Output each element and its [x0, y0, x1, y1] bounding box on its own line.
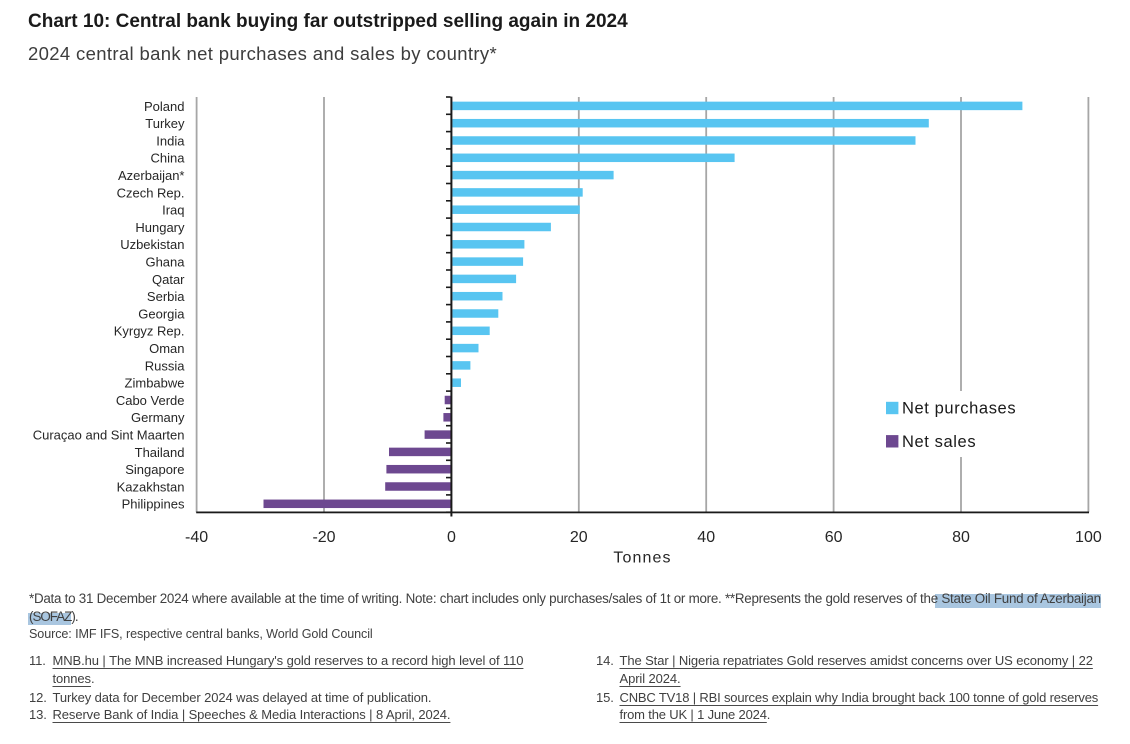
svg-text:Georgia: Georgia [138, 306, 185, 321]
svg-text:80: 80 [952, 529, 970, 546]
svg-text:Ghana: Ghana [145, 255, 185, 270]
svg-text:20: 20 [570, 529, 588, 546]
svg-text:Poland: Poland [144, 99, 184, 114]
svg-text:Russia: Russia [145, 358, 186, 373]
svg-text:Kazakhstan: Kazakhstan [117, 479, 185, 494]
svg-text:Net purchases: Net purchases [902, 400, 1016, 418]
svg-text:-20: -20 [312, 529, 335, 546]
svg-text:100: 100 [1075, 529, 1102, 546]
svg-text:India: India [156, 133, 185, 148]
svg-text:Singapore: Singapore [125, 462, 184, 477]
svg-text:Cabo Verde: Cabo Verde [116, 393, 185, 408]
svg-text:Serbia: Serbia [147, 289, 185, 304]
svg-text:Zimbabwe: Zimbabwe [125, 376, 185, 391]
svg-text:China: China [151, 151, 186, 166]
svg-text:Net sales: Net sales [902, 433, 976, 451]
svg-text:40: 40 [697, 529, 715, 546]
svg-text:Czech Rep.: Czech Rep. [117, 185, 185, 200]
svg-text:60: 60 [825, 529, 843, 546]
svg-text:Oman: Oman [149, 341, 184, 356]
svg-text:Hungary: Hungary [135, 220, 185, 235]
svg-text:-40: -40 [185, 529, 208, 546]
svg-text:Germany: Germany [131, 410, 185, 425]
svg-text:Curaçao and Sint Maarten: Curaçao and Sint Maarten [33, 428, 185, 443]
svg-text:Tonnes: Tonnes [613, 549, 671, 566]
svg-text:Uzbekistan: Uzbekistan [120, 237, 184, 252]
svg-text:Azerbaijan*: Azerbaijan* [118, 168, 185, 183]
svg-text:Iraq: Iraq [162, 203, 184, 218]
svg-text:Thailand: Thailand [135, 445, 185, 460]
svg-text:Turkey: Turkey [145, 116, 185, 131]
svg-text:Kyrgyz Rep.: Kyrgyz Rep. [114, 324, 185, 339]
svg-text:Philippines: Philippines [122, 497, 185, 512]
svg-text:0: 0 [447, 529, 456, 546]
svg-text:Qatar: Qatar [152, 272, 185, 287]
